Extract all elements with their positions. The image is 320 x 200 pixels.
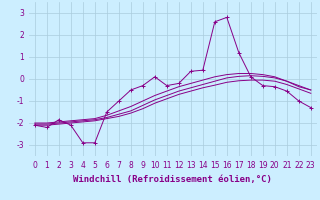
X-axis label: Windchill (Refroidissement éolien,°C): Windchill (Refroidissement éolien,°C) bbox=[73, 175, 272, 184]
